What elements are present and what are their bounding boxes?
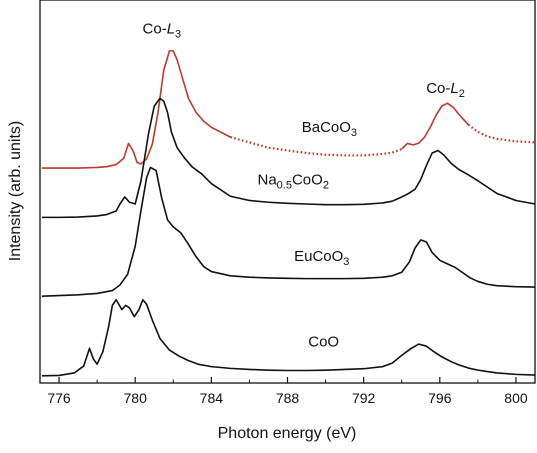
edge-annotation: Co-L3	[143, 20, 182, 40]
series-label: Na0.5CoO2	[257, 172, 328, 192]
edge-annotation-prefix: Co-	[143, 20, 167, 37]
edge-annotation-italic: L	[167, 20, 175, 37]
series-label-mid: CoO	[292, 172, 323, 189]
series-label-sub: 3	[351, 127, 357, 139]
series-label-sub2: 2	[323, 180, 329, 192]
series-label-main: CoO	[308, 334, 339, 351]
x-tick-label: 776	[47, 390, 71, 406]
x-tick-label: 780	[124, 390, 148, 406]
x-tick-label: 800	[504, 390, 528, 406]
series-label-main: Na	[257, 172, 277, 189]
series-layer	[41, 50, 536, 377]
series-label-main: BaCoO	[302, 119, 351, 136]
series-label: BaCoO3	[302, 119, 357, 139]
x-tick-label: 788	[276, 390, 300, 406]
series-label-sub: 0.5	[277, 180, 292, 192]
series-line-baco3-segment	[41, 50, 231, 169]
series-line-baco3-segment	[401, 102, 469, 150]
x-tick-label: 796	[428, 390, 452, 406]
edge-annotation-sub: 3	[175, 28, 181, 40]
series-line	[41, 298, 536, 377]
series-line-baco3-segment	[467, 123, 536, 144]
series-line	[41, 97, 536, 219]
series-label: CoO	[308, 334, 339, 351]
edge-annotation: Co-L2	[426, 80, 465, 100]
edge-annotation-prefix: Co-	[426, 80, 450, 97]
series-label-sub: 3	[343, 256, 349, 268]
edge-annotation-italic: L	[450, 80, 458, 97]
x-tick-label: 792	[352, 390, 376, 406]
x-axis-label: Photon energy (eV)	[218, 425, 357, 442]
x-tick-layer: 776 780 784 788 792 796 800	[47, 377, 528, 406]
edge-annotation-sub: 2	[459, 88, 465, 100]
series-label: EuCoO3	[294, 248, 349, 268]
series-line-baco3-segment	[230, 136, 403, 157]
y-axis-label: Intensity (arb. units)	[7, 121, 24, 262]
x-tick-label: 784	[200, 390, 224, 406]
series-line	[41, 166, 536, 298]
series-label-main: EuCoO	[294, 248, 343, 265]
